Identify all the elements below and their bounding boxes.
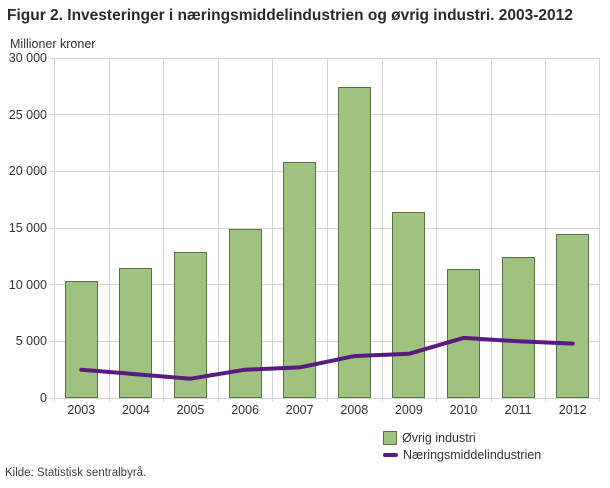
bar-2004 bbox=[119, 267, 153, 398]
y-axis-tick bbox=[50, 340, 54, 342]
y-tick-label: 30 000 bbox=[8, 51, 47, 65]
x-axis-tick bbox=[436, 398, 438, 402]
x-tick-label: 2009 bbox=[394, 403, 423, 417]
x-axis-tick bbox=[599, 398, 600, 402]
x-axis-tick bbox=[381, 398, 383, 402]
x-tick-label: 2006 bbox=[231, 403, 259, 417]
y-axis-tick bbox=[50, 170, 54, 172]
plot-area bbox=[50, 57, 600, 402]
y-axis-title: Millioner kroner bbox=[10, 37, 96, 51]
y-tick-label: 0 bbox=[40, 391, 47, 405]
x-tick-label: 2003 bbox=[67, 403, 96, 417]
bar-2003 bbox=[64, 281, 98, 398]
vertical-gridline bbox=[599, 58, 600, 398]
source-note: Kilde: Statistisk sentralbyrå. bbox=[5, 467, 147, 479]
y-axis-tick bbox=[50, 227, 54, 229]
x-axis-tick-labels: 2003 2004 2005 2006 2007 2008 2009 2010 2011 2012 bbox=[54, 403, 600, 419]
x-axis-tick bbox=[545, 398, 547, 402]
x-tick-label: 2005 bbox=[176, 403, 205, 417]
y-axis-tick bbox=[50, 57, 54, 59]
bar-2005 bbox=[174, 251, 207, 398]
vertical-gridline bbox=[163, 58, 165, 398]
y-tick-label: 10 000 bbox=[8, 277, 47, 292]
vertical-gridline bbox=[272, 58, 274, 398]
vertical-gridline bbox=[436, 58, 438, 398]
vertical-gridline bbox=[108, 58, 110, 398]
line-swatch-icon bbox=[383, 453, 398, 457]
x-axis-tick bbox=[108, 398, 110, 402]
vertical-gridline bbox=[217, 58, 219, 398]
vertical-gridline bbox=[327, 58, 328, 398]
legend-label-naeringsmiddelindustrien: Næringsmiddelindustrien bbox=[403, 448, 542, 462]
vertical-gridline bbox=[381, 58, 383, 398]
vertical-gridline bbox=[490, 58, 492, 398]
bar-2009 bbox=[392, 212, 426, 398]
x-tick-label: 2008 bbox=[340, 403, 369, 417]
x-tick-label: 2004 bbox=[121, 403, 150, 417]
x-tick-label: 2007 bbox=[285, 403, 314, 417]
x-tick-label: 2011 bbox=[504, 403, 532, 417]
vertical-gridline bbox=[545, 58, 547, 398]
y-tick-label: 15 000 bbox=[8, 221, 47, 235]
x-axis-tick bbox=[54, 398, 55, 402]
legend-item-ovrig-industri: Øvrig industri bbox=[383, 430, 541, 446]
bar-2008 bbox=[337, 87, 371, 398]
y-tick-label: 20 000 bbox=[8, 164, 47, 179]
x-axis-tick bbox=[490, 398, 492, 402]
bar-2012 bbox=[556, 233, 590, 398]
x-axis-tick bbox=[163, 398, 165, 402]
x-axis-tick bbox=[272, 398, 274, 402]
vertical-gridline bbox=[54, 58, 55, 398]
x-axis-tick bbox=[327, 398, 328, 402]
y-tick-label: 25 000 bbox=[8, 107, 47, 122]
bar-2006 bbox=[228, 229, 262, 398]
y-axis-tick-labels: 0 5 000 10 000 15 000 20 000 25 000 30 000 bbox=[0, 51, 47, 405]
x-tick-label: 2010 bbox=[449, 403, 478, 417]
bar-2007 bbox=[283, 162, 317, 398]
y-axis-tick bbox=[50, 284, 54, 286]
y-axis-tick bbox=[50, 397, 54, 399]
bar-2010 bbox=[447, 268, 480, 398]
legend-label-ovrig-industri: Øvrig industri bbox=[402, 431, 476, 445]
legend: Øvrig industri Næringsmiddelindustrien bbox=[383, 430, 541, 464]
legend-item-naeringsmiddelindustrien: Næringsmiddelindustrien bbox=[383, 447, 541, 463]
bar-swatch-icon bbox=[383, 431, 397, 445]
x-axis-tick bbox=[217, 398, 219, 402]
y-axis-tick bbox=[50, 114, 54, 116]
bar-2011 bbox=[501, 257, 535, 398]
figure-title: Figur 2. Investeringer i næringsmiddelin… bbox=[7, 7, 573, 24]
y-tick-label: 5 000 bbox=[15, 334, 47, 349]
x-tick-label: 2012 bbox=[558, 403, 587, 417]
